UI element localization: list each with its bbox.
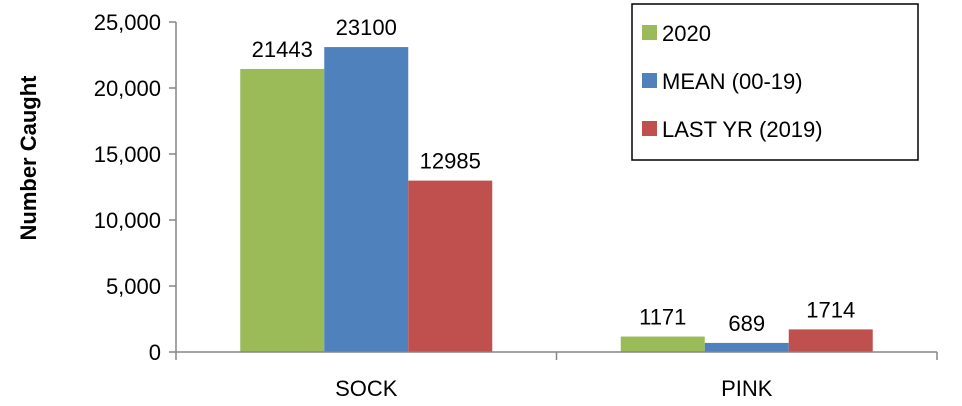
y-tick-label: 15,000 (94, 142, 161, 167)
data-labels-group: 21443 23100 12985 1171 689 1714 (252, 15, 856, 336)
bar (788, 329, 873, 352)
legend-entry-label: 2020 (662, 21, 711, 46)
x-category-label: SOCK (335, 376, 398, 401)
bar-data-label: 1714 (806, 297, 855, 322)
x-axis: SOCK PINK (175, 351, 938, 401)
y-tick-label: 5,000 (106, 274, 161, 299)
y-tick-label: 0 (149, 340, 161, 365)
y-tick-label: 10,000 (94, 208, 161, 233)
bar (324, 47, 409, 353)
bars-group (240, 47, 873, 353)
y-tick-label: 20,000 (94, 76, 161, 101)
y-tick-label: 25,000 (94, 10, 161, 35)
x-category-label: PINK (721, 376, 773, 401)
y-axis-label: Number Caught (16, 75, 41, 241)
bar-data-label: 1171 (639, 305, 686, 330)
legend-entry-label: LAST YR (2019) (662, 117, 823, 142)
legend-swatch (642, 25, 657, 40)
legend-box (631, 3, 919, 161)
bar (704, 342, 789, 352)
bar-data-label: 689 (728, 311, 765, 336)
y-axis: 0 5,000 10,000 15,000 20,000 25,000 (94, 10, 177, 365)
legend-entry-label: MEAN (00-19) (662, 69, 803, 94)
legend: 2020 MEAN (00-19) LAST YR (2019) (631, 3, 919, 161)
bar (620, 336, 705, 352)
bar (408, 180, 493, 352)
legend-swatch (642, 121, 657, 136)
bar-data-label: 12985 (420, 149, 481, 174)
bar-data-label: 21443 (252, 37, 313, 62)
legend-swatch (642, 73, 657, 88)
bar-data-label: 23100 (336, 15, 397, 40)
bar (240, 68, 325, 353)
